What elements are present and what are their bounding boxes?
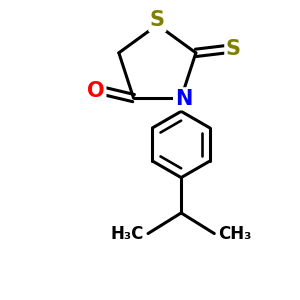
Text: CH₃: CH₃ (218, 224, 251, 242)
Text: N: N (175, 89, 192, 109)
Text: O: O (87, 81, 105, 101)
Text: S: S (226, 39, 241, 59)
Text: S: S (150, 11, 165, 30)
Text: H₃C: H₃C (111, 224, 144, 242)
